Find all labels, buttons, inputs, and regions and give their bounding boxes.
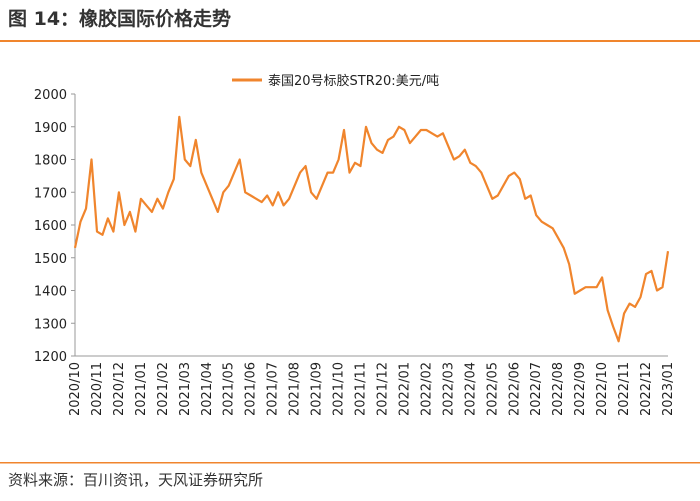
x-tick-label: 2021/09 [310,362,325,416]
x-tick-label: 2022/06 [507,362,522,416]
x-tick-label: 2021/05 [222,362,237,416]
x-tick-label: 2021/06 [244,362,259,416]
x-tick-label: 2020/11 [90,362,105,416]
title-rule [0,40,700,42]
x-tick-label: 2021/12 [375,362,390,416]
x-tick-label: 2021/03 [178,362,193,416]
y-tick-label: 1800 [34,154,67,169]
x-tick-label: 2022/09 [573,362,588,416]
x-tick-label: 2021/04 [200,362,215,416]
x-tick-label: 2021/11 [354,362,369,416]
y-tick-label: 1400 [34,285,67,300]
x-tick-label: 2022/07 [529,362,544,416]
footer-rule [0,462,700,464]
x-tick-label: 2022/10 [595,362,610,416]
x-tick-label: 2022/02 [419,362,434,416]
x-tick-label: 2022/03 [441,362,456,416]
y-tick-label: 1900 [34,121,67,136]
x-tick-label: 2020/10 [68,362,83,416]
legend-label: 泰国20号标胶STR20:美元/吨 [268,73,439,89]
x-tick-label: 2020/12 [112,362,127,416]
x-tick-label: 2023/01 [661,362,676,416]
y-tick-label: 1500 [34,252,67,267]
x-tick-label: 2022/04 [463,362,478,416]
x-tick-label: 2021/10 [332,362,347,416]
x-tick-label: 2022/05 [485,362,500,416]
y-tick-label: 1600 [34,219,67,234]
x-tick-label: 2022/08 [551,362,566,416]
x-tick-label: 2022/12 [639,362,654,416]
x-tick-label: 2021/01 [134,362,149,416]
y-tick-label: 1200 [34,350,67,365]
y-tick-label: 1700 [34,186,67,201]
y-tick-label: 2000 [34,88,67,103]
x-tick-label: 2022/01 [397,362,412,416]
x-tick-label: 2021/07 [266,362,281,416]
x-tick-label: 2022/11 [617,362,632,416]
price-line [73,115,670,343]
x-tick-label: 2021/08 [288,362,303,416]
page-title: 图 14：橡胶国际价格走势 [8,7,231,30]
y-tick-label: 1300 [34,317,67,332]
source-note: 资料来源：百川资讯，天风证券研究所 [8,471,263,489]
x-tick-label: 2021/02 [156,362,171,416]
